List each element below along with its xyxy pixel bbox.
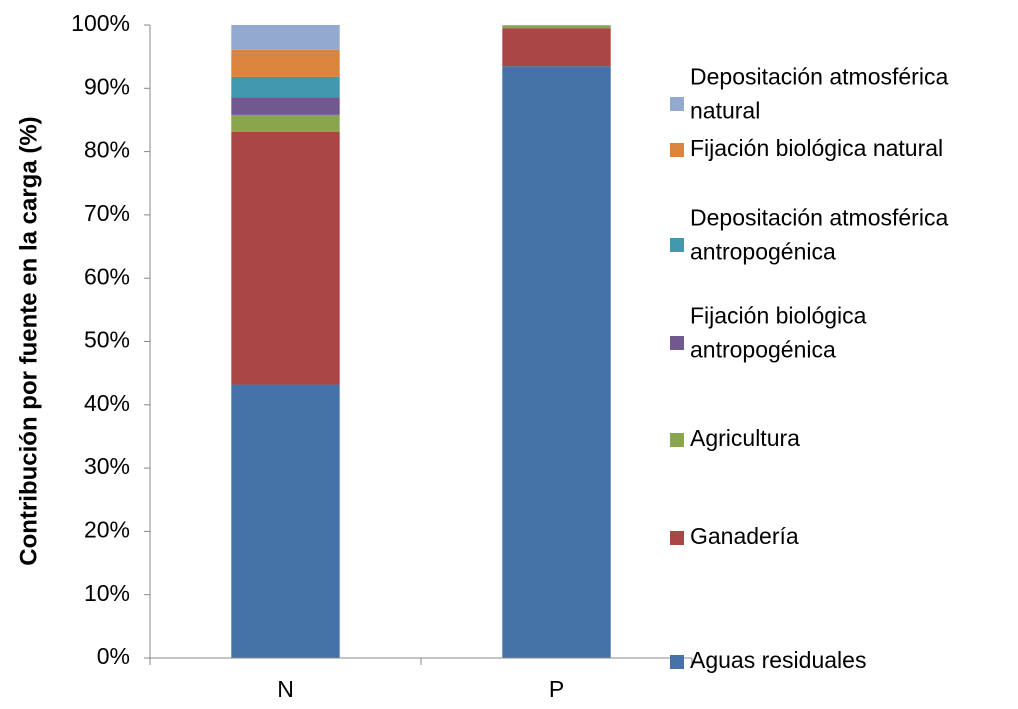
bar-segment — [231, 384, 340, 658]
legend-marker — [670, 655, 684, 669]
bar-segment — [231, 131, 340, 385]
legend-label: Fijación biológica antropogénica — [690, 303, 867, 363]
y-tick-label: 30% — [84, 453, 130, 479]
bar-segment — [502, 25, 611, 29]
bar-segment — [231, 114, 340, 132]
legend-marker — [670, 143, 684, 157]
y-tick-label: 0% — [97, 643, 130, 669]
y-tick-label: 60% — [84, 263, 130, 289]
bar-segment — [231, 76, 340, 98]
x-tick-label: N — [277, 676, 294, 702]
y-tick-label: 50% — [84, 327, 130, 353]
legend-marker — [670, 238, 684, 252]
x-tick-label: P — [549, 676, 564, 702]
y-tick-label: 70% — [84, 200, 130, 226]
legend-label: Depositación atmosférica natural — [690, 64, 948, 124]
legend-label: Agricultura — [690, 425, 800, 451]
legend-label: Ganadería — [690, 523, 799, 549]
y-tick-label: 90% — [84, 73, 130, 99]
legend-label: Depositación atmosférica antropogénica — [690, 205, 948, 265]
legend-marker — [670, 433, 684, 447]
legend-marker — [670, 336, 684, 350]
y-tick-label: 100% — [71, 10, 130, 36]
bar-segment — [231, 49, 340, 77]
legend-marker — [670, 531, 684, 545]
legend-label: Fijación biológica natural — [690, 135, 943, 161]
bar-segment — [231, 97, 340, 115]
legend-marker — [670, 97, 684, 111]
y-axis-title: Contribución por fuente en la carga (%) — [15, 116, 42, 565]
y-tick-label: 20% — [84, 516, 130, 542]
bar-segment — [502, 25, 611, 26]
legend-label: Aguas residuales — [690, 647, 866, 673]
bar-segment — [502, 28, 611, 67]
y-tick-label: 80% — [84, 137, 130, 163]
y-tick-label: 40% — [84, 390, 130, 416]
bar-segment — [502, 66, 611, 658]
bar-segment — [231, 25, 340, 50]
y-tick-label: 10% — [84, 580, 130, 606]
